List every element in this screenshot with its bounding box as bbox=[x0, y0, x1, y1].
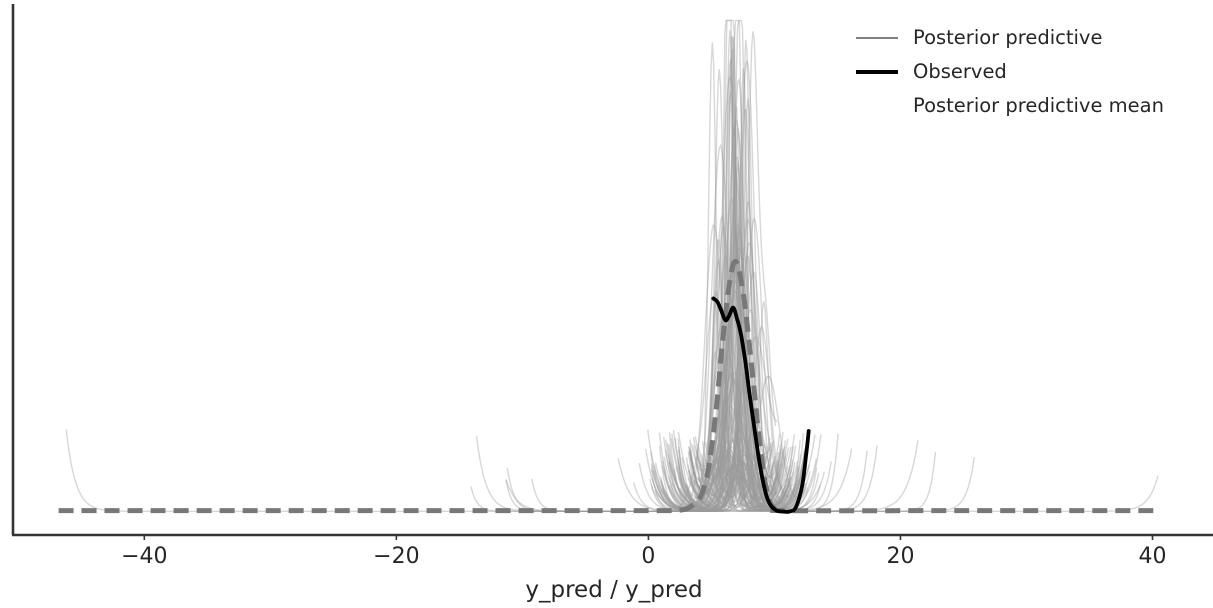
posterior-predictive-curve bbox=[701, 161, 763, 509]
posterior-predictive-curve bbox=[709, 30, 804, 512]
posterior-predictive-curve bbox=[654, 442, 808, 511]
posterior-predictive-mean-curve bbox=[58, 258, 1159, 514]
posterior-predictive-curve bbox=[697, 49, 766, 506]
posterior-predictive-curve bbox=[703, 269, 794, 508]
posterior-predictive-curve bbox=[663, 468, 770, 512]
posterior-predictive-curve bbox=[714, 437, 820, 512]
posterior-predictive-curve bbox=[677, 431, 761, 507]
posterior-predictive-curve bbox=[697, 459, 775, 497]
x-tick-label: −40 bbox=[121, 544, 167, 569]
posterior-predictive-curve bbox=[701, 372, 756, 483]
posterior-predictive-curve bbox=[673, 469, 789, 512]
posterior-predictive-curve bbox=[692, 156, 768, 487]
posterior-predictive-curve bbox=[717, 77, 806, 511]
posterior-predictive-curve bbox=[710, 309, 804, 499]
observed-curve bbox=[711, 296, 811, 514]
legend-label: Observed bbox=[913, 60, 1007, 84]
posterior-predictive-curve bbox=[699, 405, 919, 512]
posterior-predictive-curve bbox=[687, 447, 790, 510]
posterior-predictive-curve bbox=[657, 374, 786, 512]
legend-item-observed: Observed bbox=[856, 55, 1164, 89]
posterior-predictive-curve bbox=[689, 440, 801, 512]
posterior-predictive-curve bbox=[719, 39, 767, 502]
posterior-predictive-curve bbox=[475, 410, 773, 512]
posterior-predictive-curve bbox=[650, 450, 794, 512]
x-axis-label: y_pred / y_pred bbox=[525, 577, 702, 603]
posterior-predictive-curve bbox=[675, 463, 783, 511]
posterior-predictive-curve bbox=[672, 291, 752, 507]
posterior-predictive-curve bbox=[698, 426, 773, 489]
posterior-predictive-curve bbox=[666, 443, 791, 511]
posterior-predictive-curve bbox=[693, 455, 795, 509]
posterior-predictive-line-swatch bbox=[856, 37, 898, 39]
x-tick-label: −20 bbox=[373, 544, 419, 569]
posterior-predictive-curve bbox=[688, 242, 805, 512]
posterior-predictive-curve bbox=[685, 474, 775, 511]
posterior-predictive-curve bbox=[685, 106, 774, 511]
posterior-predictive-curve bbox=[695, 254, 774, 509]
legend-label: Posterior predictive bbox=[913, 26, 1103, 50]
posterior-predictive-curve bbox=[692, 468, 826, 512]
x-tick-label: 40 bbox=[1139, 544, 1167, 569]
posterior-predictive-curve bbox=[681, 435, 770, 509]
x-tick-label: 0 bbox=[641, 544, 655, 569]
posterior-predictive-curve bbox=[718, 31, 777, 507]
posterior-predictive-curve bbox=[686, 453, 806, 512]
posterior-predictive-curve bbox=[668, 380, 767, 507]
posterior-predictive-curve bbox=[668, 90, 771, 511]
legend-label: Posterior predictive mean bbox=[913, 94, 1164, 118]
posterior-predictive-curve bbox=[674, 68, 806, 512]
posterior-predictive-curve bbox=[707, 60, 775, 479]
posterior-predictive-curve bbox=[694, 408, 761, 487]
posterior-predictive-curve bbox=[706, 389, 803, 512]
posterior-predictive-curve bbox=[663, 436, 787, 509]
posterior-predictive-curve bbox=[653, 69, 784, 512]
posterior-predictive-curve bbox=[677, 458, 766, 512]
legend-item-posterior-predictive-mean: Posterior predictive mean bbox=[856, 89, 1164, 123]
posterior-predictive-curve bbox=[704, 441, 780, 508]
posterior-predictive-curve bbox=[690, 421, 802, 512]
posterior-predictive-curve bbox=[696, 453, 810, 511]
posterior-predictive-curve bbox=[693, 268, 808, 511]
posterior-predictive-mean-line-swatch bbox=[856, 104, 898, 109]
posterior-predictive-curve bbox=[705, 19, 755, 499]
x-ticks: −40 −20 0 20 40 bbox=[121, 535, 1167, 569]
posterior-predictive-curve bbox=[730, 336, 778, 443]
x-tick-label: 20 bbox=[886, 544, 914, 569]
posterior-predictive-curve bbox=[687, 429, 773, 510]
posterior-predictive-curve bbox=[690, 371, 786, 508]
observed-line-swatch bbox=[856, 70, 898, 74]
legend: Posterior predictive Observed Posterior … bbox=[856, 21, 1164, 123]
posterior-predictive-curve bbox=[707, 19, 796, 512]
posterior-predictive-curve bbox=[693, 98, 779, 511]
posterior-predictive-curve bbox=[677, 446, 751, 511]
posterior-predictive-curve bbox=[663, 447, 782, 511]
axes bbox=[11, 4, 1213, 537]
posterior-predictive-curve bbox=[651, 36, 785, 512]
posterior-predictive-curve bbox=[718, 217, 778, 493]
posterior-predictive-curve bbox=[714, 454, 799, 509]
posterior-predictive-curve bbox=[650, 456, 776, 511]
posterior-predictive-curve bbox=[716, 325, 809, 503]
legend-item-posterior-predictive: Posterior predictive bbox=[856, 21, 1164, 55]
posterior-predictive-curve bbox=[689, 448, 807, 512]
